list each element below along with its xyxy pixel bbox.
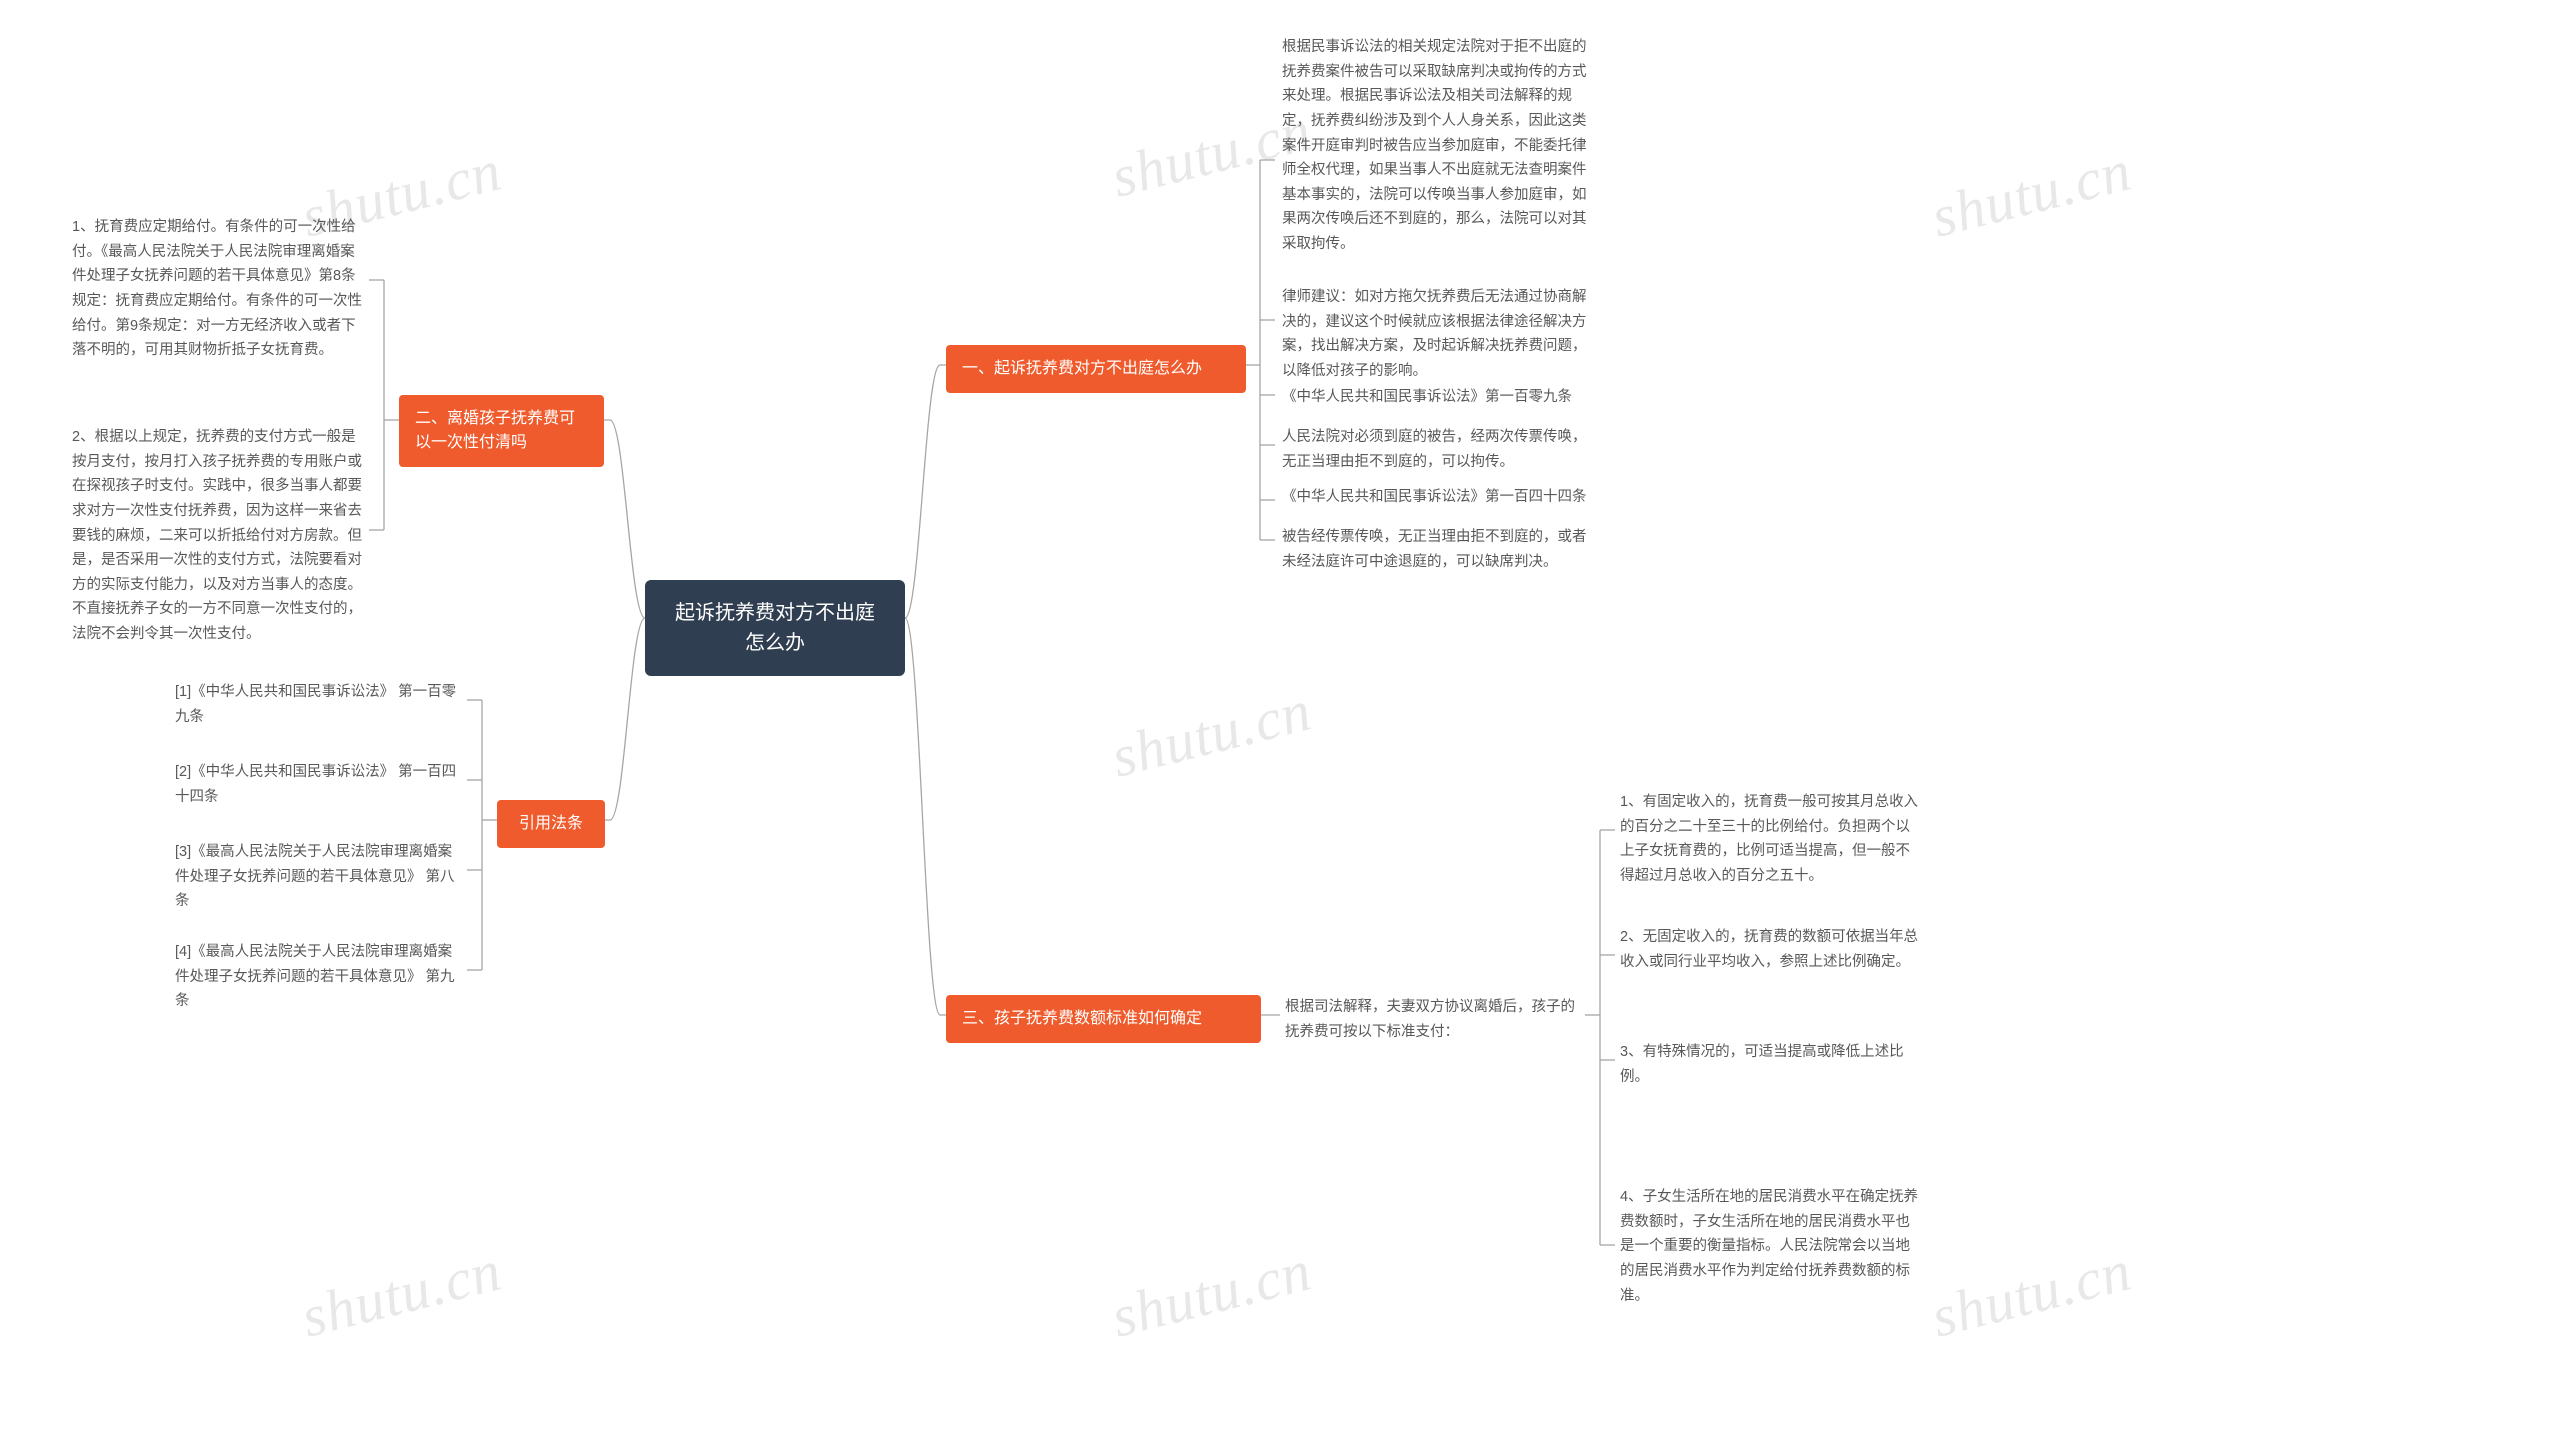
leaf-b1-0: 根据民事诉讼法的相关规定法院对于拒不出庭的抚养费案件被告可以采取缺席判决或拘传的… <box>1282 35 1592 257</box>
root-node[interactable]: 起诉抚养费对方不出庭怎么办 <box>645 580 905 676</box>
leaf-b4-2: [3]《最高人民法院关于人民法院审理离婚案件处理子女抚养问题的若干具体意见》 第… <box>175 840 465 914</box>
watermark: shutu.cn <box>1925 1236 2138 1350</box>
leaf-b1-1: 律师建议：如对方拖欠抚养费后无法通过协商解决的，建议这个时候就应该根据法律途径解… <box>1282 285 1592 384</box>
branch-4[interactable]: 引用法条 <box>497 800 605 848</box>
branch-1[interactable]: 一、起诉抚养费对方不出庭怎么办 <box>946 345 1246 393</box>
watermark: shutu.cn <box>1925 136 2138 250</box>
watermark: shutu.cn <box>295 1236 508 1350</box>
watermark: shutu.cn <box>1105 676 1318 790</box>
leaf-b4-3: [4]《最高人民法院关于人民法院审理离婚案件处理子女抚养问题的若干具体意见》 第… <box>175 940 465 1014</box>
leaf-b3-0: 1、有固定收入的，抚育费一般可按其月总收入的百分之二十至三十的比例给付。负担两个… <box>1620 790 1920 889</box>
leaf-b4-0: [1]《中华人民共和国民事诉讼法》 第一百零九条 <box>175 680 465 729</box>
leaf-b3-intro: 根据司法解释，夫妻双方协议离婚后，孩子的抚养费可按以下标准支付： <box>1285 995 1585 1044</box>
leaf-b1-2: 《中华人民共和国民事诉讼法》第一百零九条 <box>1282 385 1592 410</box>
mindmap-canvas: shutu.cn shutu.cn shutu.cn shutu.cn shut… <box>0 0 2560 1446</box>
leaf-b1-3: 人民法院对必须到庭的被告，经两次传票传唤，无正当理由拒不到庭的，可以拘传。 <box>1282 425 1592 474</box>
leaf-b3-2: 3、有特殊情况的，可适当提高或降低上述比例。 <box>1620 1040 1920 1089</box>
leaf-b1-4: 《中华人民共和国民事诉讼法》第一百四十四条 <box>1282 485 1592 510</box>
leaf-b2-0: 1、抚育费应定期给付。有条件的可一次性给付。《最高人民法院关于人民法院审理离婚案… <box>72 215 367 363</box>
leaf-b1-5: 被告经传票传唤，无正当理由拒不到庭的，或者未经法庭许可中途退庭的，可以缺席判决。 <box>1282 525 1592 574</box>
leaf-b2-1: 2、根据以上规定，抚养费的支付方式一般是按月支付，按月打入孩子抚养费的专用账户或… <box>72 425 367 647</box>
leaf-b3-3: 4、子女生活所在地的居民消费水平在确定抚养费数额时，子女生活所在地的居民消费水平… <box>1620 1185 1920 1308</box>
watermark: shutu.cn <box>1105 1236 1318 1350</box>
leaf-b4-1: [2]《中华人民共和国民事诉讼法》 第一百四十四条 <box>175 760 465 809</box>
leaf-b3-1: 2、无固定收入的，抚育费的数额可依据当年总收入或同行业平均收入，参照上述比例确定… <box>1620 925 1920 974</box>
branch-2[interactable]: 二、离婚孩子抚养费可以一次性付清吗 <box>399 395 604 467</box>
branch-3[interactable]: 三、孩子抚养费数额标准如何确定 <box>946 995 1261 1043</box>
